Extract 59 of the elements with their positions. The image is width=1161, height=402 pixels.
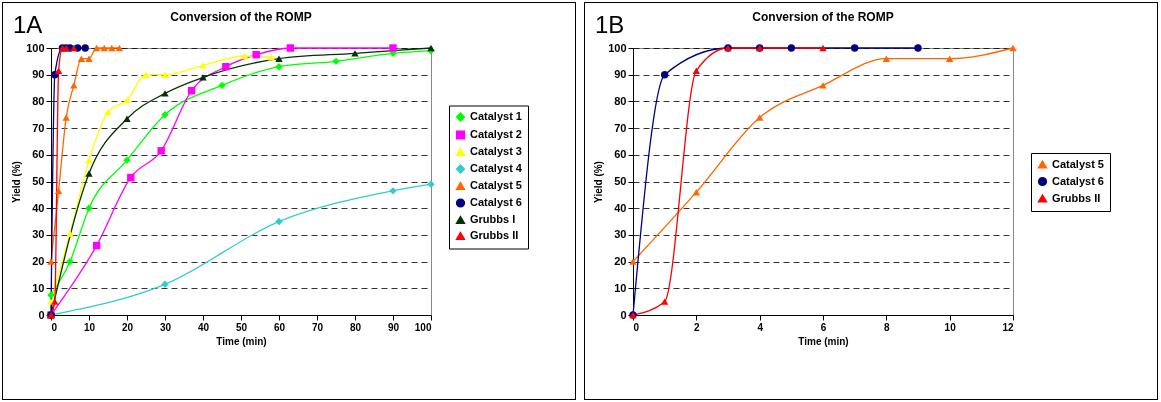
y-tick-label: 40 [614,201,627,214]
x-tick-label: 80 [349,321,362,333]
y-tick-label: 60 [32,148,45,161]
x-tick-label: 10 [944,321,957,333]
y-tick-label: 30 [32,228,45,241]
y-tick-label: 70 [32,121,45,134]
legend-label: Catalyst 2 [470,128,522,140]
legend-label: Catalyst 1 [470,110,522,122]
y-tick-label: 100 [608,41,627,54]
x-tick-label: 4 [757,321,764,333]
y-tick-label: 20 [32,255,45,268]
chart-title: Conversion of the ROMP [170,10,312,24]
y-tick-label: 80 [614,94,627,107]
x-tick-label: 0 [51,321,58,333]
y-tick-label: 70 [614,121,627,134]
y-tick-label: 40 [32,201,45,214]
x-tick-label: 30 [159,321,172,333]
y-tick-label: 90 [614,68,627,81]
legend-label: Grubbs I [470,213,516,225]
x-tick-label: 6 [820,321,827,333]
x-tick-label: 100 [414,321,432,333]
y-tick-label: 0 [620,308,627,321]
x-tick-label: 10 [83,321,96,333]
text: 1B [595,11,625,39]
x-tick-label: 12 [1002,321,1014,333]
y-tick-label: 50 [614,175,627,187]
x-axis-title: Time (min) [798,335,849,347]
legend-label: Catalyst 4 [470,162,523,174]
y-tick-label: 100 [26,41,45,54]
x-axis-title: Time (min) [216,335,267,347]
legend-label: Grubbs II [1052,191,1101,204]
y-tick-label: 30 [614,228,627,241]
x-tick-label: 0 [633,321,640,333]
x-tick-label: 20 [121,321,134,333]
x-tick-label: 2 [694,321,701,333]
legend-label: Catalyst 5 [470,179,522,191]
y-axis-title: Yield (%) [593,161,605,203]
x-tick-label: 40 [197,321,210,333]
y-tick-label: 50 [32,175,45,187]
x-tick-label: 60 [273,321,286,333]
legend-label: Catalyst 6 [1052,174,1104,187]
legend-label: Catalyst 3 [470,145,522,157]
legend-label: Catalyst 5 [1052,157,1104,170]
chart-title: Conversion of the ROMP [752,10,894,24]
x-tick-label: 8 [884,321,891,333]
y-tick-label: 0 [38,308,45,321]
y-axis-title: Yield (%) [11,161,23,203]
y-tick-label: 10 [32,281,45,294]
y-tick-label: 10 [614,281,627,294]
y-tick-label: 20 [614,255,627,268]
legend-label: Grubbs II [470,229,519,241]
x-tick-label: 50 [235,321,248,333]
text: 1A [13,11,43,39]
legend-label: Catalyst 6 [470,196,522,208]
y-tick-label: 80 [32,94,45,107]
y-tick-label: 90 [32,68,45,81]
y-tick-label: 60 [614,148,627,161]
x-tick-label: 90 [387,321,400,333]
x-tick-label: 70 [311,321,324,333]
